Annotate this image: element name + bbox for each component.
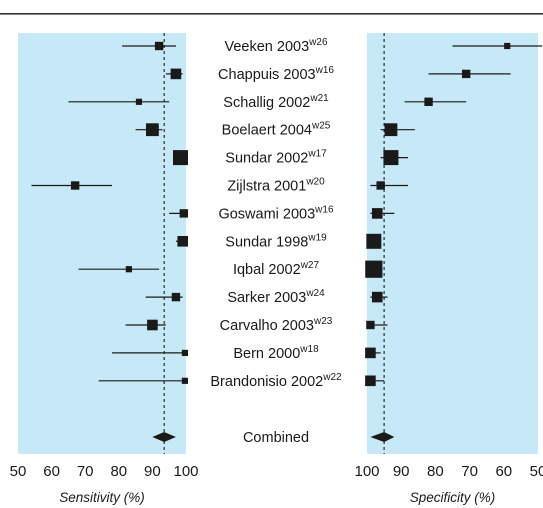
sensitivity-tick-label: 80 [110, 463, 127, 480]
study-label: Zijlstra 2001w20 [227, 177, 325, 195]
study-label: Sundar 2002w17 [225, 149, 327, 167]
sensitivity-panel-background [18, 33, 186, 454]
study-reference: w24 [305, 288, 325, 299]
study-label: Sundar 1998w19 [225, 232, 327, 250]
sensitivity-tick-label: 100 [173, 463, 198, 480]
specificity-point-estimate [384, 123, 398, 137]
study-reference: w25 [311, 121, 331, 132]
sensitivity-point-estimate [173, 150, 188, 166]
sensitivity-axis-title: Sensitivity (%) [59, 490, 145, 505]
specificity-tick-label: 70 [461, 463, 478, 480]
specificity-combined-diamond [370, 432, 395, 442]
study-name: Goswami 2003 [218, 206, 315, 222]
study-label: Bern 2000w18 [233, 344, 319, 362]
sensitivity-tick-label: 60 [43, 463, 60, 480]
combined-label: Combined [243, 430, 309, 446]
study-label: Boelaert 2004w25 [222, 121, 331, 139]
sensitivity-point-estimate [171, 292, 181, 302]
study-name: Sundar 1998 [225, 234, 308, 250]
specificity-tick-label: 50 [530, 463, 543, 480]
sensitivity-tick-label: 50 [10, 463, 27, 480]
study-name: Sundar 2002 [225, 151, 308, 167]
specificity-plot [365, 33, 542, 454]
study-reference: w16 [314, 204, 334, 215]
specificity-point-estimate [366, 233, 382, 249]
study-label: Carvalho 2003w23 [220, 316, 333, 334]
specificity-point-estimate [424, 97, 433, 106]
specificity-point-estimate [365, 375, 376, 387]
sensitivity-plot [31, 33, 188, 454]
specificity-point-estimate [371, 291, 383, 303]
study-label: Chappuis 2003w16 [218, 65, 334, 83]
specificity-point-estimate [461, 69, 471, 79]
sensitivity-point-estimate [125, 266, 132, 273]
study-reference: w26 [308, 37, 328, 48]
study-name: Sarker 2003 [227, 290, 306, 306]
study-name: Brandonisio 2002 [210, 374, 323, 390]
study-label: Brandonisio 2002w22 [210, 372, 342, 390]
specificity-point-estimate [376, 181, 385, 190]
study-reference: w22 [322, 372, 342, 383]
study-reference: w17 [307, 149, 327, 160]
study-name: Iqbal 2002 [233, 262, 301, 278]
specificity-point-estimate [366, 320, 375, 330]
study-name: Veeken 2003 [224, 39, 309, 55]
specificity-point-estimate [504, 42, 511, 50]
study-name: Chappuis 2003 [218, 67, 316, 83]
study-label: Iqbal 2002w27 [233, 260, 320, 278]
study-reference: w19 [307, 232, 327, 243]
study-reference: w20 [305, 177, 325, 188]
specificity-point-estimate [365, 260, 383, 278]
specificity-point-estimate [383, 150, 399, 166]
axes: 50 60 70 80 90 100 Sensitivity (%) 100 90 80 70 60 5… [10, 463, 543, 505]
study-reference: w16 [315, 65, 335, 76]
specificity-axis-title: Specificity (%) [410, 490, 496, 505]
study-name: Schallig 2002 [223, 95, 310, 111]
sensitivity-point-estimate [146, 123, 159, 137]
sensitivity-point-estimate [179, 209, 188, 218]
sensitivity-point-estimate [135, 98, 143, 105]
study-label: Veeken 2003w26 [224, 37, 327, 55]
specificity-tick-label: 90 [393, 463, 410, 480]
study-name: Carvalho 2003 [220, 318, 314, 334]
study-reference: w27 [300, 260, 320, 271]
specificity-point-estimate [365, 347, 376, 359]
sensitivity-point-estimate [147, 319, 158, 331]
sensitivity-point-estimate [177, 236, 188, 247]
top-rule [0, 13, 543, 15]
sensitivity-point-estimate [154, 41, 164, 51]
study-label: Goswami 2003w16 [218, 204, 334, 222]
sensitivity-tick-label: 90 [144, 463, 161, 480]
study-label: Sarker 2003w24 [227, 288, 325, 306]
study-label: Schallig 2002w21 [223, 93, 329, 111]
specificity-tick-label: 100 [354, 463, 379, 480]
study-name: Zijlstra 2001 [227, 179, 306, 195]
sensitivity-combined-diamond [152, 432, 176, 442]
sensitivity-tick-label: 70 [77, 463, 94, 480]
specificity-point-estimate [371, 208, 383, 219]
study-name: Boelaert 2004 [222, 123, 312, 139]
study-reference: w23 [313, 316, 333, 327]
sensitivity-point-estimate [170, 68, 182, 80]
sensitivity-point-estimate [181, 349, 188, 356]
specificity-tick-label: 80 [427, 463, 444, 480]
study-name: Bern 2000 [233, 346, 300, 362]
specificity-panel-background [367, 33, 538, 454]
study-reference: w21 [309, 93, 329, 104]
sensitivity-point-estimate [70, 181, 80, 190]
specificity-tick-label: 60 [495, 463, 512, 480]
study-reference: w18 [299, 344, 319, 355]
sensitivity-point-estimate [181, 377, 188, 384]
